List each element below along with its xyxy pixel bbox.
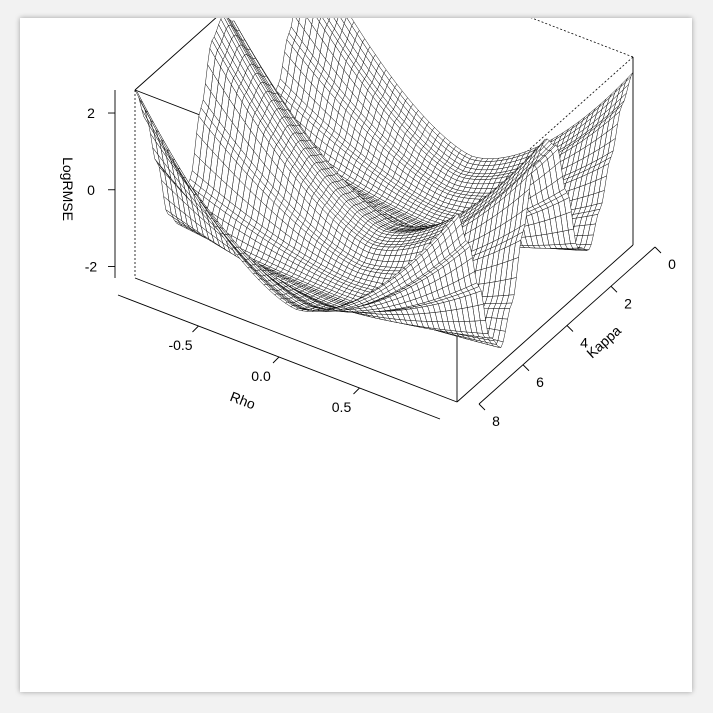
kappa-tick-3 [522, 364, 530, 372]
kappa-axis-title: Kappa [583, 322, 624, 361]
z-tick-label: 2 [87, 105, 95, 121]
mesh-cell [307, 18, 314, 26]
mesh-cell [316, 18, 321, 23]
kappa-tick-label: 2 [624, 295, 632, 311]
kappa-tick-1 [610, 285, 618, 293]
rho-tick-2 [192, 325, 199, 333]
kappa-tick-label: 6 [536, 374, 544, 390]
kappa-tick-4 [478, 403, 486, 411]
box-edge-4 [134, 18, 217, 91]
mesh-cell [224, 18, 231, 26]
plot-frame: 0.5 0.0 -0.5 Rho 0 2 4 6 8 Kappa 2 0 -2 LogRMSE [20, 18, 692, 692]
mesh-cell [333, 18, 339, 23]
rho-tick-1 [272, 356, 280, 364]
rho-tick-label: -0.5 [168, 337, 192, 353]
kappa-tick-2 [566, 325, 574, 332]
z-tick-label: 0 [87, 182, 95, 198]
rho-tick-label: 0.0 [251, 368, 271, 384]
rho-axis-title: Rho [228, 388, 258, 412]
surface-mesh [134, 18, 634, 348]
z-axis-title: LogRMSE [60, 157, 76, 221]
mesh-cell [226, 18, 233, 27]
kappa-tick-label: 8 [492, 413, 500, 429]
z-tick-label: -2 [85, 258, 98, 274]
rho-tick-0 [353, 387, 360, 395]
mesh-cell [322, 18, 330, 25]
mesh-cell [346, 18, 355, 27]
back-edge-0 [530, 18, 634, 58]
rho-tick-label: 0.5 [332, 399, 352, 415]
mesh-cell [340, 18, 347, 24]
kappa-tick-label: 0 [668, 256, 676, 272]
kappa-tick-0 [654, 246, 662, 254]
